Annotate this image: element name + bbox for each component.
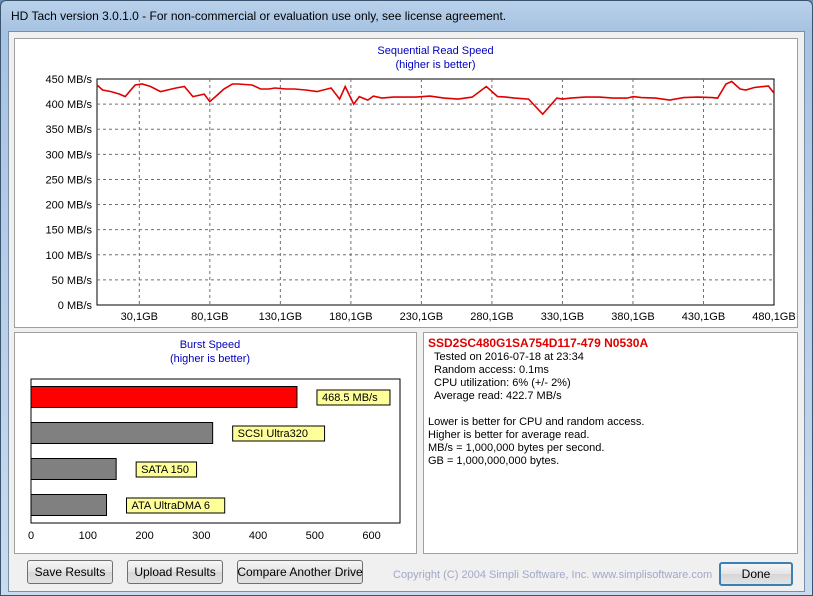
chart-subtitle: (higher is better) <box>395 59 475 71</box>
bar-label-box <box>126 497 226 514</box>
y-tick-label: 300 MB/s <box>46 149 93 161</box>
read-speed-line <box>96 80 775 116</box>
chart-title: Sequential Read Speed <box>377 45 493 57</box>
drive-info-panel: SSD2SC480G1SA754D117-479 N0530A Tested o… <box>423 332 798 554</box>
burst-bar-reference <box>30 422 214 444</box>
title-bar[interactable]: HD Tach version 3.0.1.0 - For non-commer… <box>1 1 812 31</box>
burst-bar-measured <box>30 386 298 408</box>
x-tick-label: 180,1GB <box>329 311 372 323</box>
x-tick-label: 300 <box>192 530 210 542</box>
x-tick-label: 600 <box>362 530 380 542</box>
client-area: Sequential Read Speed (higher is better) 3… <box>8 31 805 592</box>
note-cpu-random: Lower is better for CPU and random acces… <box>428 416 645 428</box>
bar-label-box <box>316 389 391 406</box>
y-tick-label: 50 MB/s <box>52 275 93 287</box>
burst-speed-panel: Burst Speed (higher is better) 0 100 200 300 4… <box>14 332 417 554</box>
note-mbs-definition: MB/s = 1,000,000 bytes per second. <box>428 442 605 454</box>
drive-name: SSD2SC480G1SA754D117-479 N0530A <box>428 336 649 350</box>
sequential-read-panel: Sequential Read Speed (higher is better) 3… <box>14 38 798 328</box>
bar-label: SCSI Ultra320 <box>238 428 308 440</box>
bar-label: 468.5 MB/s <box>322 392 378 404</box>
bar-label: SATA 150 <box>141 464 189 476</box>
x-tick-label: 430,1GB <box>682 311 725 323</box>
x-tick-label: 330,1GB <box>541 311 584 323</box>
x-tick-label: 0 <box>28 530 34 542</box>
info-average-read: Average read: 422.7 MB/s <box>434 390 562 402</box>
burst-bar-reference <box>30 458 117 480</box>
compare-another-drive-button[interactable]: Compare Another Drive <box>237 560 363 584</box>
y-tick-label: 400 MB/s <box>46 99 93 111</box>
x-tick-label: 400 <box>249 530 267 542</box>
bar-label-box <box>135 461 198 478</box>
x-tick-label: 480,1GB <box>752 311 795 323</box>
y-tick-label: 0 MB/s <box>58 300 93 312</box>
x-tick-label: 380,1GB <box>611 311 654 323</box>
y-tick-label: 450 MB/s <box>46 74 93 86</box>
x-tick-label: 80,1GB <box>191 311 228 323</box>
y-tick-label: 100 MB/s <box>46 250 93 262</box>
x-tick-label: 30,1GB <box>121 311 158 323</box>
x-tick-label: 130,1GB <box>259 311 302 323</box>
sequential-read-chart: Sequential Read Speed (higher is better) 3… <box>46 45 796 323</box>
burst-bar-reference <box>30 494 108 516</box>
info-tested-on: Tested on 2016-07-18 at 23:34 <box>434 351 584 363</box>
burst-speed-chart: Burst Speed (higher is better) 0 100 200 300 4… <box>28 339 401 542</box>
x-tick-label: 200 <box>135 530 153 542</box>
bar-label: ATA UltraDMA 6 <box>132 500 210 512</box>
y-tick-label: 250 MB/s <box>46 174 93 186</box>
x-tick-label: 100 <box>79 530 97 542</box>
plot-area <box>96 78 775 306</box>
x-tick-label: 230,1GB <box>400 311 443 323</box>
y-tick-label: 150 MB/s <box>46 225 93 237</box>
done-button[interactable]: Done <box>719 562 793 586</box>
save-results-button[interactable]: Save Results <box>27 560 113 584</box>
window-title: HD Tach version 3.0.1.0 - For non-commer… <box>11 9 507 23</box>
upload-results-button[interactable]: Upload Results <box>127 560 223 584</box>
info-random-access: Random access: 0.1ms <box>434 364 549 376</box>
copyright-text: Copyright (C) 2004 Simpli Software, Inc.… <box>393 569 713 581</box>
note-average-read: Higher is better for average read. <box>428 429 590 441</box>
info-cpu-utilization: CPU utilization: 6% (+/- 2%) <box>434 377 571 389</box>
chart-title: Burst Speed <box>180 339 241 351</box>
x-tick-label: 280,1GB <box>470 311 513 323</box>
bar-label-box <box>232 425 326 442</box>
y-tick-label: 200 MB/s <box>46 200 93 212</box>
x-tick-label: 500 <box>306 530 324 542</box>
note-gb-definition: GB = 1,000,000,000 bytes. <box>428 455 560 467</box>
y-tick-label: 350 MB/s <box>46 124 93 136</box>
chart-subtitle: (higher is better) <box>170 353 250 365</box>
